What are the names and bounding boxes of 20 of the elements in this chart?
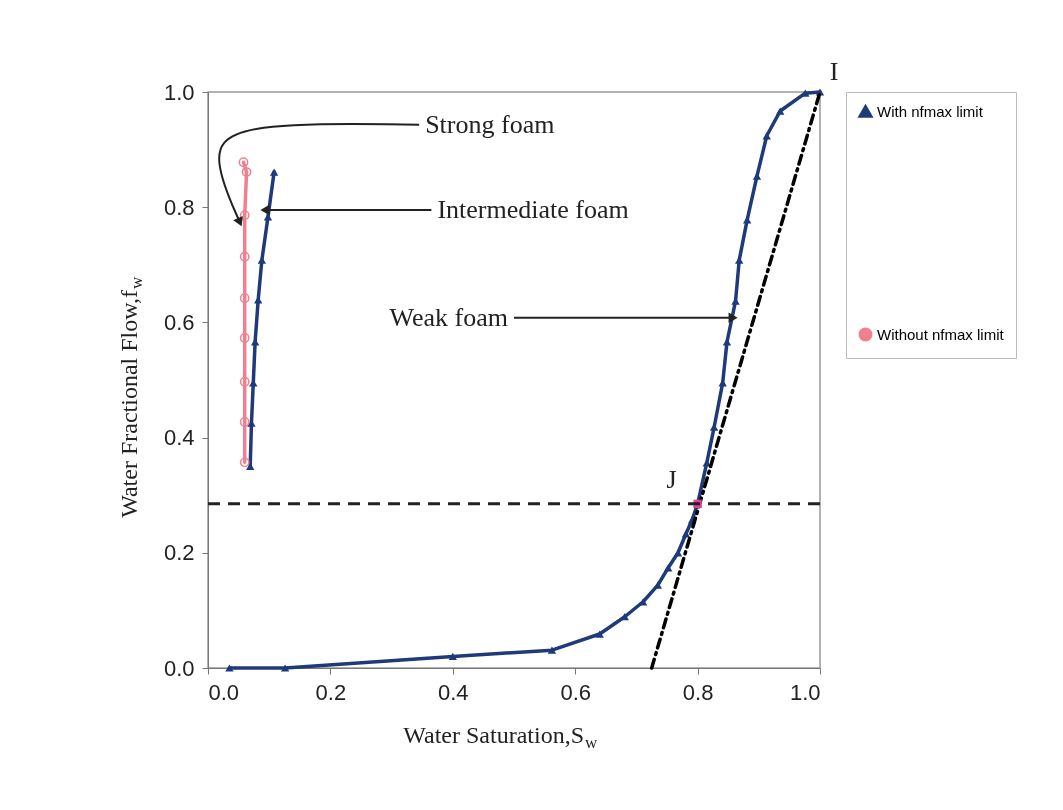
y-tick-label: 0.0 <box>163 655 195 681</box>
annotation: I <box>829 57 839 86</box>
y-axis-title: Water Fractional Flow,fw <box>116 276 146 518</box>
x-tick-label: 1.0 <box>789 679 821 705</box>
annotation: Strong foam <box>425 109 555 139</box>
x-tick-label: 0.2 <box>315 679 347 705</box>
annotation: J <box>666 464 677 494</box>
annotation: Weak foam <box>389 302 508 332</box>
x-tick-label: 0.6 <box>560 679 591 705</box>
x-tick-label: 0.8 <box>682 679 714 705</box>
y-tick-label: 0.4 <box>163 425 195 451</box>
y-tick-label: 0.8 <box>163 194 195 220</box>
x-tick-label: 0.0 <box>208 679 240 705</box>
legend-label: With nfmax limit <box>877 102 984 120</box>
annotation: Intermediate foam <box>437 195 629 225</box>
legend-label: Without nfmax limit <box>877 325 1005 343</box>
y-tick-label: 0.2 <box>163 540 195 566</box>
y-tick-label: 0.6 <box>163 309 195 335</box>
x-tick-label: 0.4 <box>438 679 469 705</box>
y-tick-label: 1.0 <box>163 79 195 105</box>
